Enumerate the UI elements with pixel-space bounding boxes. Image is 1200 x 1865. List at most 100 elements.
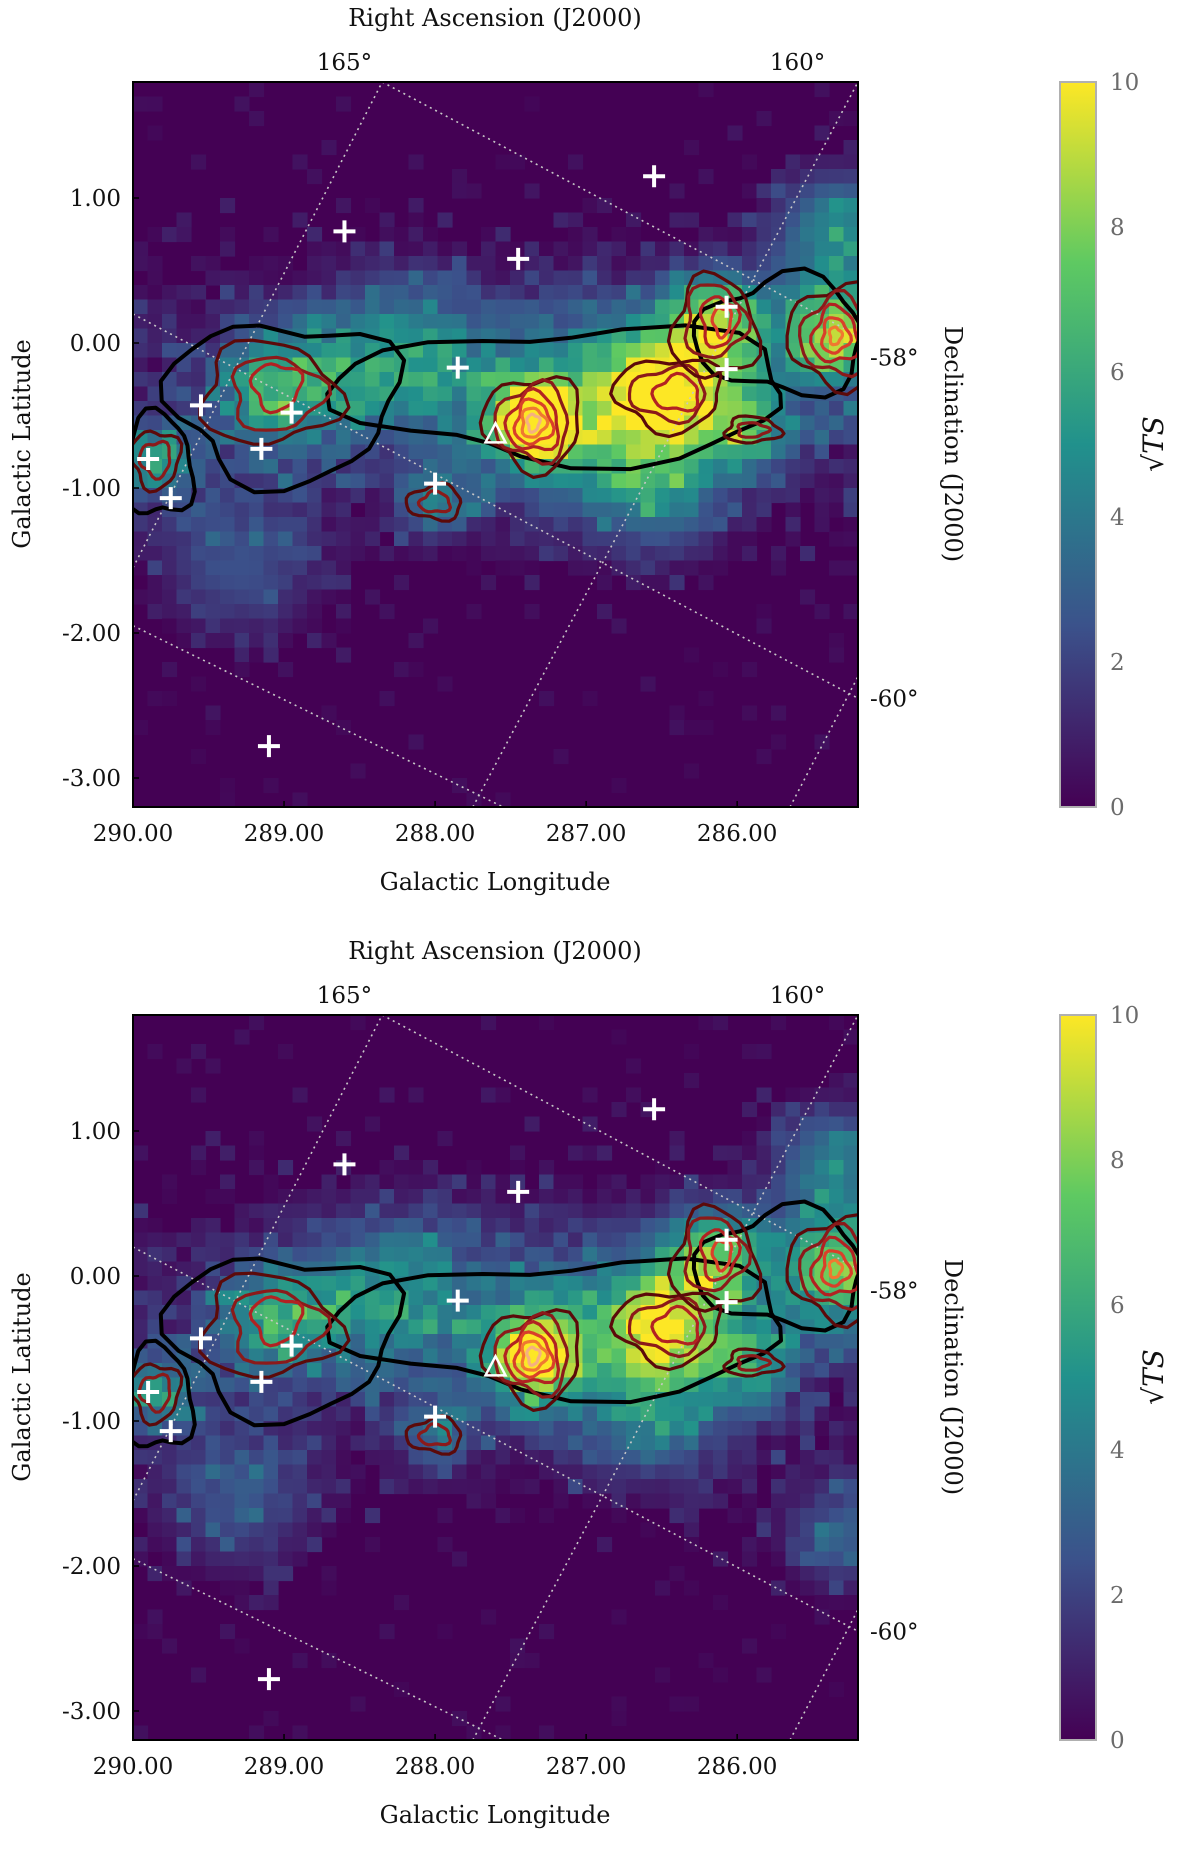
heatmap-pixel xyxy=(843,1145,858,1161)
heatmap-pixel xyxy=(321,1363,337,1379)
heatmap-pixel xyxy=(814,1348,830,1364)
heatmap-pixel xyxy=(582,531,598,547)
heatmap-pixel xyxy=(597,256,613,272)
contour-level-3 xyxy=(503,387,561,452)
heatmap-pixel xyxy=(713,473,729,489)
heatmap-pixel xyxy=(278,1406,294,1422)
heatmap-pixel xyxy=(814,1464,830,1480)
heatmap-pixel xyxy=(394,386,410,402)
heatmap-pixel xyxy=(684,1580,700,1596)
heatmap-pixel xyxy=(263,589,279,605)
heatmap-pixel xyxy=(742,1319,758,1335)
heatmap-pixel xyxy=(133,1493,149,1509)
heatmap-pixel xyxy=(176,618,192,634)
heatmap-pixel xyxy=(176,1421,192,1437)
heatmap-pixel xyxy=(843,444,858,460)
heatmap-pixel xyxy=(147,691,163,707)
heatmap-pixel xyxy=(771,444,787,460)
heatmap-pixel xyxy=(814,473,830,489)
heatmap-pixel xyxy=(800,198,816,214)
heatmap-pixel xyxy=(423,299,439,315)
heatmap-pixel xyxy=(800,1334,816,1350)
heatmap-pixel xyxy=(843,1131,858,1147)
heatmap-pixel xyxy=(698,691,714,707)
heatmap-pixel xyxy=(539,517,555,533)
heatmap-pixel xyxy=(713,517,729,533)
heatmap-pixel xyxy=(510,1406,526,1422)
heatmap-pixel xyxy=(640,256,656,272)
heatmap-pixel xyxy=(133,1232,149,1248)
heatmap-pixel xyxy=(307,1464,323,1480)
source-cross-marker xyxy=(137,448,160,470)
heatmap-pixel xyxy=(278,546,294,562)
y-axis-label: Galactic Latitude xyxy=(8,1272,36,1482)
heatmap-pixel xyxy=(785,1348,801,1364)
heatmap-pixel xyxy=(568,357,584,373)
heatmap-pixel xyxy=(568,531,584,547)
heatmap-pixel xyxy=(727,401,743,417)
heatmap-pixel xyxy=(785,1131,801,1147)
heatmap-pixel xyxy=(771,1508,787,1524)
heatmap-pixel xyxy=(785,1203,801,1219)
heatmap-pixel xyxy=(176,1479,192,1495)
heatmap-pixel xyxy=(626,531,642,547)
heatmap-pixel xyxy=(742,1493,758,1509)
heatmap-pixel xyxy=(191,1435,207,1451)
heatmap-pixel xyxy=(727,241,743,257)
heatmap-pixel xyxy=(220,531,236,547)
heatmap-pixel xyxy=(133,546,149,562)
heatmap-pixel xyxy=(379,227,395,243)
heatmap-pixel xyxy=(220,1435,236,1451)
heatmap-pixel xyxy=(597,314,613,330)
heatmap-pixel xyxy=(423,1160,439,1176)
heatmap-pixel xyxy=(785,1537,801,1553)
heatmap-pixel xyxy=(626,1435,642,1451)
heatmap-pixel xyxy=(147,575,163,591)
heatmap-pixel xyxy=(655,502,671,518)
heatmap-pixel xyxy=(321,1232,337,1248)
heatmap-pixel xyxy=(321,1421,337,1437)
heatmap-pixel xyxy=(626,1087,642,1103)
heatmap-pixel xyxy=(350,227,366,243)
heatmap-pixel xyxy=(147,531,163,547)
heatmap-pixel xyxy=(423,1203,439,1219)
heatmap-pixel xyxy=(582,430,598,446)
heatmap-pixel xyxy=(234,633,250,649)
heatmap-pixel xyxy=(539,1203,555,1219)
heatmap-pixel xyxy=(655,1464,671,1480)
heatmap-pixel xyxy=(756,241,772,257)
heatmap-pixel xyxy=(698,82,714,98)
heatmap-pixel xyxy=(684,488,700,504)
heatmap-pixel xyxy=(394,1174,410,1190)
heatmap-pixel xyxy=(379,459,395,475)
colorbar-label: √TS xyxy=(1137,1349,1170,1405)
heatmap-pixel xyxy=(147,1232,163,1248)
heatmap-pixel xyxy=(321,517,337,533)
heatmap-pixel xyxy=(176,575,192,591)
heatmap-pixel xyxy=(147,270,163,286)
heatmap-pixel xyxy=(176,517,192,533)
heatmap-pixel xyxy=(336,531,352,547)
heatmap-pixel xyxy=(597,502,613,518)
heatmap-pixel xyxy=(742,1435,758,1451)
heatmap-pixel xyxy=(524,1232,540,1248)
heatmap-pixel xyxy=(408,212,424,228)
heatmap-pixel xyxy=(437,1334,453,1350)
heatmap-pixel xyxy=(220,1377,236,1393)
heatmap-pixel xyxy=(524,270,540,286)
heatmap-pixel xyxy=(350,1305,366,1321)
contour-level-5 xyxy=(520,406,550,439)
heatmap-pixel xyxy=(829,502,845,518)
heatmap-pixel xyxy=(263,459,279,475)
heatmap-pixel xyxy=(408,1392,424,1408)
heatmap-pixel xyxy=(510,154,526,170)
heatmap-pixel xyxy=(771,299,787,315)
heatmap-pixel xyxy=(829,1334,845,1350)
heatmap-pixel xyxy=(756,1667,772,1683)
x-tick-label: 290.00 xyxy=(93,1754,173,1780)
heatmap-pixel xyxy=(365,198,381,214)
heatmap-pixel xyxy=(437,531,453,547)
heatmap-pixel xyxy=(365,473,381,489)
heatmap-pixel xyxy=(814,488,830,504)
heatmap-pixel xyxy=(307,1479,323,1495)
